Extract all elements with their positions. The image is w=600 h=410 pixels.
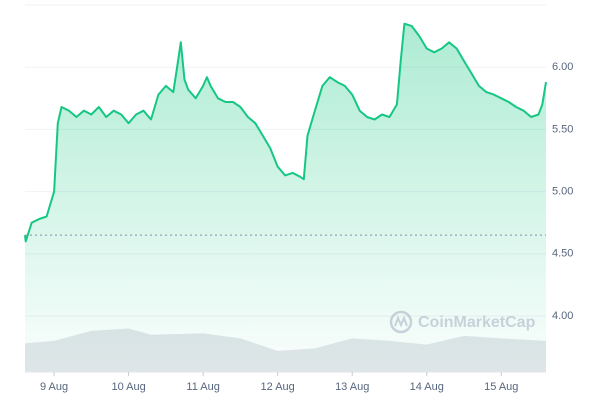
y-tick-label: 4.00	[552, 310, 573, 322]
watermark: CoinMarketCap	[389, 310, 536, 334]
price-area	[25, 23, 546, 372]
watermark-logo	[389, 310, 413, 334]
y-tick-label: 5.50	[552, 123, 573, 135]
x-tick-label: 10 Aug	[111, 381, 145, 393]
watermark-text: CoinMarketCap	[418, 314, 536, 331]
x-tick-label: 12 Aug	[261, 381, 295, 393]
watermark-logo-mark	[394, 315, 408, 328]
x-tick-label: 11 Aug	[186, 381, 219, 393]
x-tick-label: 14 Aug	[410, 381, 444, 393]
x-tick-label: 15 Aug	[484, 381, 518, 393]
y-tick-label: 4.50	[552, 248, 573, 260]
price-line	[24, 22, 547, 243]
plot-area	[24, 22, 547, 372]
x-tick-label: 9 Aug	[40, 381, 68, 393]
y-tick-label: 5.00	[552, 186, 573, 198]
y-tick-label: 6.00	[552, 61, 573, 73]
x-tick-label: 13 Aug	[335, 381, 369, 393]
